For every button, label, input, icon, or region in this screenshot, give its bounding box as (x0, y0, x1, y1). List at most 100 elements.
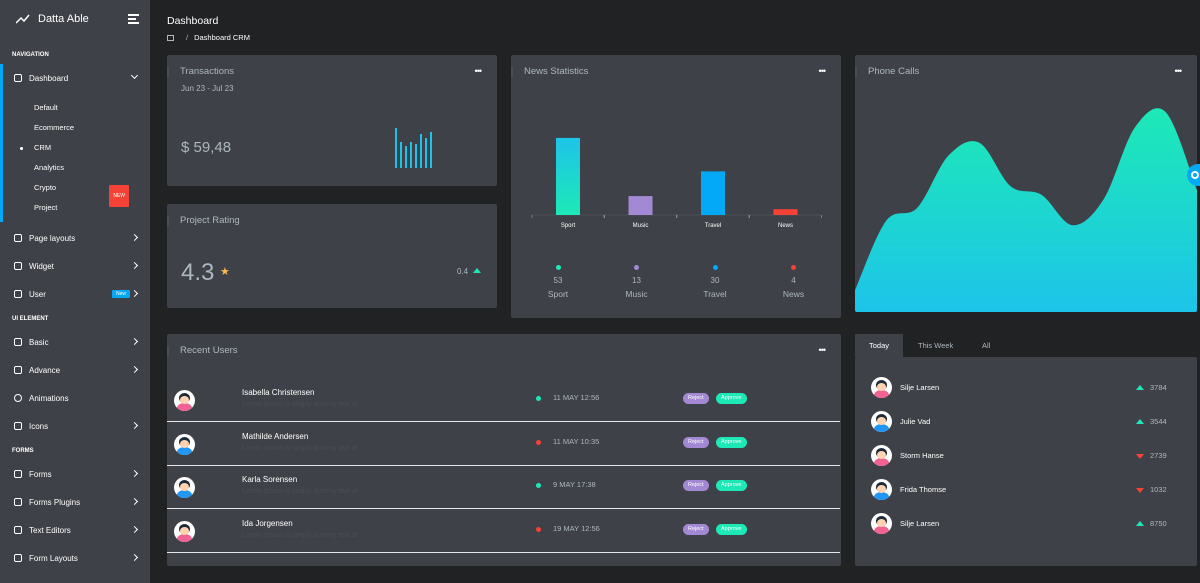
sidebar-item-label: Page layouts (29, 233, 76, 243)
list-item: Silje Larsen 3784 (855, 376, 1197, 400)
reject-button[interactable]: Reject (683, 523, 709, 535)
main-content: Dashboard / Dashboard CRM Transactions •… (150, 0, 1200, 583)
approve-button[interactable]: Approve (716, 393, 747, 404)
more-options-icon[interactable]: ••• (818, 345, 827, 355)
project-rating-card: Project Rating 4.3 ★ 0.4 (167, 204, 497, 308)
list-item: Julie Vad 3544 (855, 410, 1197, 434)
home-icon[interactable] (167, 34, 174, 41)
card-title: Recent Users (167, 345, 238, 356)
sub-item-ecommerce[interactable]: Ecommerce (34, 123, 75, 132)
avatar (871, 479, 892, 500)
bar-travel (701, 171, 725, 215)
user-date: 9 MAY 17:38 (553, 480, 596, 489)
approve-button[interactable]: Approve (716, 523, 747, 535)
sidebar-item-icons[interactable]: Icons (0, 412, 150, 440)
sidebar-item-text-editors[interactable]: Text Editors (0, 516, 150, 544)
sidebar-item-widget[interactable]: Widget (0, 252, 150, 280)
avatar (174, 520, 195, 542)
reject-button[interactable]: Reject (683, 436, 709, 448)
table-row: Isabella Christensen Lorem Ipsum is simpl… (167, 378, 840, 422)
sidebar-item-label: Forms (29, 469, 52, 479)
user-description: Lorem Ipsum is simply dummy text of (242, 444, 358, 452)
breadcrumb-separator: / (186, 33, 189, 42)
transaction-amount: $ 59,48 (181, 139, 232, 156)
sidebar-item-user[interactable]: User New (0, 280, 150, 308)
status-dot (536, 396, 541, 401)
sparkline-bar (400, 142, 402, 168)
caption-ui-element: UI ELEMENT (12, 316, 49, 322)
sub-item-crypto[interactable]: Crypto NEW (0, 178, 150, 207)
edit-icon (14, 526, 22, 534)
avatar (174, 477, 195, 498)
person-value: 2739 (1150, 451, 1167, 460)
reject-button[interactable]: Reject (683, 393, 709, 404)
area-series (855, 108, 1197, 312)
news-statistics-card: News Statistics ••• Sport Music Travel News… (510, 55, 841, 318)
settings-gear-icon[interactable] (1187, 164, 1200, 186)
rating-change: 0.4 (457, 267, 469, 276)
approve-button[interactable]: Approve (716, 436, 747, 448)
tick-label: Music (633, 223, 649, 229)
user-date: 19 MAY 12:56 (553, 523, 600, 533)
brand[interactable]: Datta Able (0, 0, 150, 38)
sidebar-item-dashboard[interactable]: Dashboard (0, 64, 150, 92)
file-minus-icon (14, 554, 22, 562)
tick-label: Travel (705, 223, 721, 229)
arrow-down-icon (1136, 488, 1144, 493)
bar-sport (556, 137, 580, 215)
sparkline-bar (430, 132, 432, 168)
tab-today[interactable]: Today (855, 334, 904, 357)
card-title: Transactions (166, 66, 235, 77)
legend-dot (712, 265, 718, 270)
more-options-icon[interactable]: ••• (818, 66, 827, 76)
reject-button[interactable]: Reject (683, 480, 709, 491)
more-options-icon[interactable]: ••• (474, 66, 483, 76)
recent-users-card: Recent Users ••• Isabella Christensen Lor… (167, 334, 841, 566)
person-value: 3784 (1150, 383, 1167, 392)
tab-this-week[interactable]: This Week (918, 341, 954, 350)
sidebar-item-basic[interactable]: Basic (0, 328, 150, 356)
arrow-up-icon (1136, 521, 1144, 526)
approve-button[interactable]: Approve (716, 480, 747, 491)
arrow-down-icon (1136, 454, 1144, 459)
user-description: Lorem Ipsum is simply dummy text of (242, 401, 358, 408)
sidebar-item-forms-plugins[interactable]: Forms Plugins (0, 488, 150, 516)
news-bar-chart: Sport Music Travel News (531, 137, 822, 229)
sidebar-item-advance[interactable]: Advance (0, 356, 150, 384)
page-title: Dashboard (167, 15, 219, 27)
sidebar-item-forms[interactable]: Forms (0, 460, 150, 488)
sub-item-default[interactable]: Default (34, 103, 58, 112)
stat-value: 13 (632, 276, 641, 285)
card-title: Project Rating (167, 215, 240, 226)
sidebar-item-page-layouts[interactable]: Page layouts (0, 224, 150, 252)
menu-toggle-icon[interactable] (128, 14, 139, 26)
box-icon (14, 338, 22, 346)
active-indicator (0, 64, 3, 222)
chevron-right-icon (130, 261, 139, 270)
legend-dot (791, 265, 796, 270)
sparkline-bar (395, 128, 397, 168)
arrow-up-icon (1136, 385, 1144, 390)
more-options-icon[interactable]: ••• (1174, 66, 1183, 76)
status-dot (536, 483, 541, 488)
layout-icon (14, 234, 22, 242)
sparkline-bar (405, 146, 407, 168)
sub-item-label: Crypto (34, 183, 57, 192)
person-name: Silje Larsen (900, 383, 940, 392)
user-date: 11 MAY 10:35 (553, 436, 600, 446)
news-stat: 30 Travel (676, 265, 754, 299)
tab-all[interactable]: All (982, 341, 991, 350)
sidebar-item-animations[interactable]: Animations (0, 384, 150, 412)
date-range: Jun 23 - Jul 23 (181, 84, 234, 93)
sidebar-item-form-layouts[interactable]: Form Layouts (0, 544, 150, 572)
chevron-right-icon (130, 289, 139, 298)
legend-dot (634, 265, 639, 270)
sidebar: Datta Able NAVIGATION Dashboard Default … (0, 0, 150, 583)
sub-item-crm[interactable]: CRM (0, 138, 150, 158)
file-text-icon (14, 470, 22, 478)
stat-value: 4 (791, 276, 796, 285)
sub-item-analytics[interactable]: Analytics (34, 163, 65, 172)
bar-music (628, 196, 653, 215)
sub-item-project[interactable]: Project (34, 203, 58, 212)
tick-label: News (778, 223, 793, 229)
